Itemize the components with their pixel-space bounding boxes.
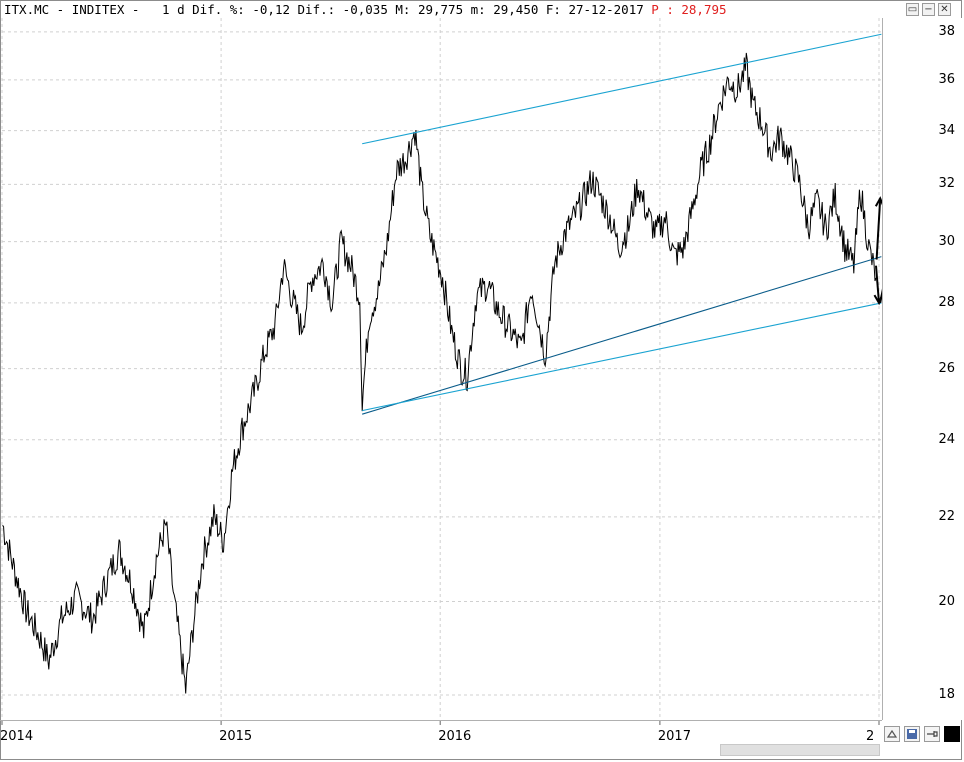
- x-tick-label: 2014: [0, 729, 34, 744]
- max-label: M: 29,775: [395, 2, 464, 17]
- price-label: P : 28,795: [651, 2, 727, 17]
- y-tick-label: 24: [938, 431, 955, 447]
- horizontal-scrollbar[interactable]: [720, 744, 880, 756]
- y-axis: 18 20 22 24 26 28 30 32 34 36 38: [882, 18, 963, 720]
- y-tick-label: 36: [938, 71, 955, 87]
- y-tick-label: 30: [938, 233, 955, 249]
- y-tick-label: 26: [938, 360, 955, 376]
- y-tick-label: 22: [938, 508, 955, 524]
- x-tick-label: 2015: [219, 729, 253, 744]
- y-tick-label: 18: [938, 687, 955, 702]
- x-tick-label: 2: [866, 729, 875, 744]
- close-window-button[interactable]: ✕: [938, 3, 951, 16]
- grid-lines: [1, 18, 887, 725]
- black-square-icon[interactable]: [944, 726, 960, 742]
- x-tick-label: 2017: [657, 729, 691, 744]
- chart-header: ITX.MC - INDITEX - 1 d Dif. %: -0,12 Dif…: [4, 2, 727, 18]
- save-icon[interactable]: [904, 726, 920, 742]
- chart-settings-icon[interactable]: [884, 726, 900, 742]
- x-tick-label: 2016: [438, 729, 472, 744]
- period-label: 1 d: [162, 2, 185, 17]
- pin-icon[interactable]: [924, 726, 940, 742]
- trend-line[interactable]: [362, 302, 882, 412]
- restore-window-button[interactable]: ▭: [906, 3, 919, 16]
- trend-lines: [362, 33, 882, 415]
- price-line: [2, 52, 877, 694]
- trend-line[interactable]: [362, 33, 882, 145]
- min-label: m: 29,450: [470, 2, 539, 17]
- y-tick-label: 20: [938, 593, 955, 609]
- date-label: F: 27-12-2017: [545, 2, 644, 17]
- y-tick-label: 38: [938, 23, 955, 39]
- minimize-window-button[interactable]: −: [922, 3, 935, 16]
- x-axis: 2014 2015 2016 2017 2: [0, 720, 882, 761]
- y-tick-label: 34: [938, 122, 955, 138]
- dif-pct-label: Dif. %: -0,12: [192, 2, 290, 17]
- y-tick-label: 32: [938, 176, 955, 192]
- symbol-label: ITX.MC - INDITEX -: [4, 2, 140, 17]
- price-series: [2, 52, 877, 694]
- trend-line[interactable]: [362, 256, 882, 415]
- y-tick-label: 28: [938, 294, 955, 310]
- dif-label: Dif.: -0,035: [297, 2, 388, 17]
